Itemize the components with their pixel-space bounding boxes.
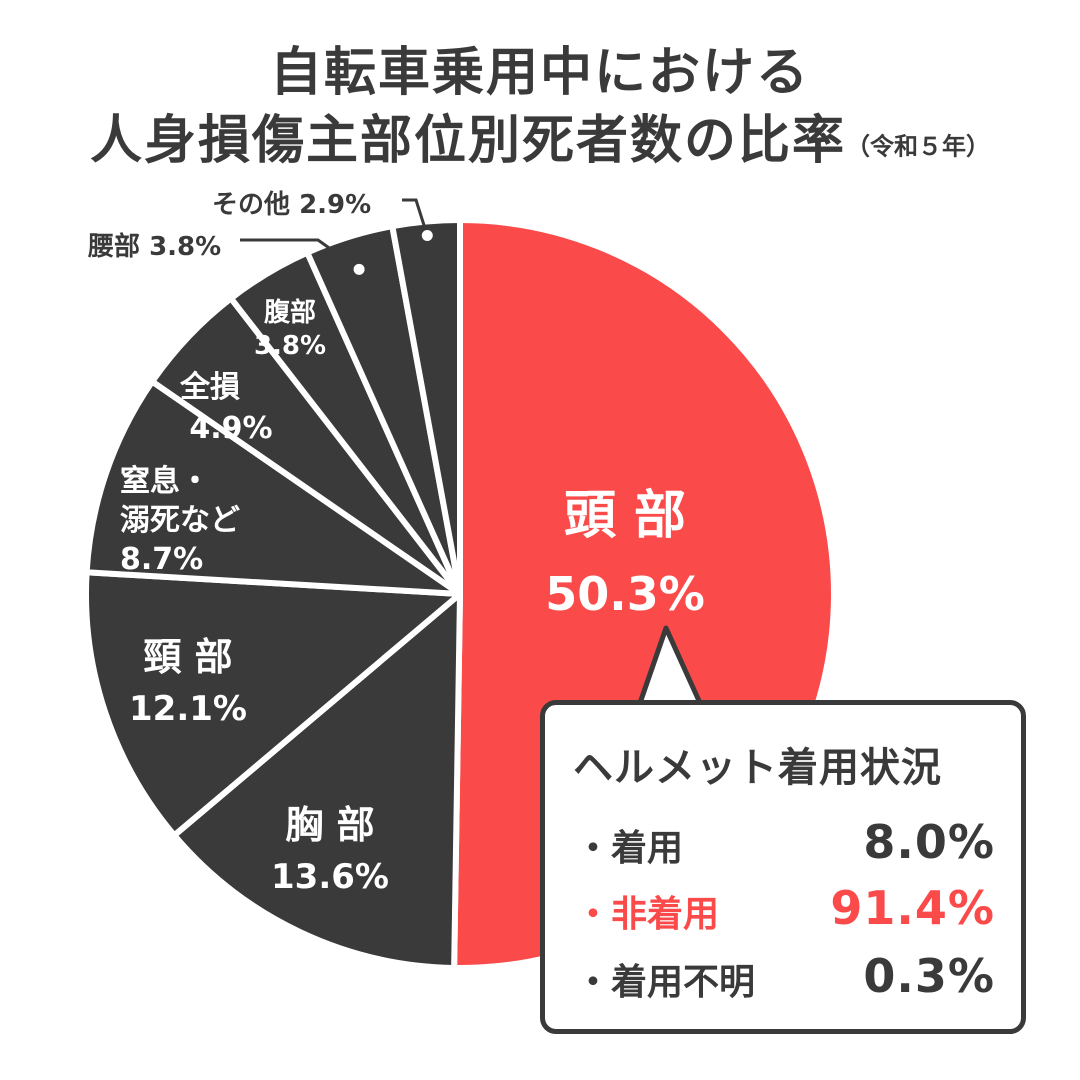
pie-slice-neck <box>83 569 463 839</box>
helmet-row-worn: ・着用 8.0% <box>575 815 995 875</box>
slice-name-head: 頭 部 <box>563 486 687 546</box>
slice-name-neck: 頸 部 <box>143 635 233 679</box>
chart-subtitle: （令和５年） <box>846 132 990 161</box>
helmet-row-worn-label: ・着用 <box>575 828 684 869</box>
helmet-status-title: ヘルメット着用状況 <box>573 745 942 791</box>
helmet-row-not-worn: ・非着用 91.4% <box>575 881 995 941</box>
slice-label-neck: 頸 部 12.1% <box>118 630 258 734</box>
leader-dot-waist <box>350 260 368 278</box>
slice-name-suffocation-2: 溺死など <box>120 503 240 538</box>
slice-value-neck: 12.1% <box>129 689 247 730</box>
helmet-row-worn-value: 8.0% <box>863 815 995 869</box>
slice-label-head: 頭 部 50.3% <box>540 475 710 632</box>
leader-line-other <box>402 198 429 236</box>
chart-title-main: 人身損傷主部位別死者数の比率 <box>89 111 846 171</box>
slice-name-other: その他 <box>212 190 291 220</box>
chart-title-line2: 人身損傷主部位別死者数の比率（令和５年） <box>0 98 1080 173</box>
slice-label-whole-body: 全損 4.9% <box>176 368 286 449</box>
slice-label-waist: 腰部 3.8% <box>88 226 221 263</box>
helmet-row-not-worn-label: ・非着用 <box>575 894 720 935</box>
slice-value-chest: 13.6% <box>271 857 389 898</box>
slice-name-chest: 胸 部 <box>285 803 375 847</box>
slice-value-waist: 3.8% <box>149 232 222 262</box>
slice-label-other: その他 2.9% <box>212 184 371 221</box>
helmet-row-unknown-value: 0.3% <box>863 949 995 1003</box>
slice-value-other: 2.9% <box>299 190 372 220</box>
slice-label-chest: 胸 部 13.6% <box>260 798 400 902</box>
slice-value-abdomen: 3.8% <box>253 330 327 361</box>
leader-dot-other <box>418 226 436 244</box>
pie-slice-chest <box>171 591 463 971</box>
pie-slice-other <box>389 217 463 597</box>
chart-title-line1: 自転車乗用中における <box>269 43 810 103</box>
helmet-row-unknown-label: ・着用不明 <box>575 962 756 1003</box>
helmet-status-box: ヘルメット着用状況 ・着用 8.0% ・非着用 91.4% ・着用不明 0.3% <box>540 700 1026 1034</box>
slice-label-suffocation: 窒息・ 溺死など 8.7% <box>120 462 240 579</box>
slice-name-waist: 腰部 <box>88 232 141 262</box>
helmet-row-not-worn-value: 91.4% <box>830 881 995 935</box>
slice-name-suffocation-1: 窒息・ <box>120 464 210 499</box>
slice-name-whole-body: 全損 <box>180 370 240 405</box>
slice-label-abdomen: 腹部 3.8% <box>244 297 336 362</box>
helmet-row-unknown: ・着用不明 0.3% <box>575 949 995 1009</box>
slice-value-whole-body: 4.9% <box>189 410 273 446</box>
pie-slice-suffocation <box>83 378 463 597</box>
slice-value-suffocation: 8.7% <box>120 542 204 577</box>
slice-name-abdomen: 腹部 <box>263 298 316 328</box>
slice-value-head: 50.3% <box>545 567 705 622</box>
leader-line-waist <box>240 238 360 271</box>
